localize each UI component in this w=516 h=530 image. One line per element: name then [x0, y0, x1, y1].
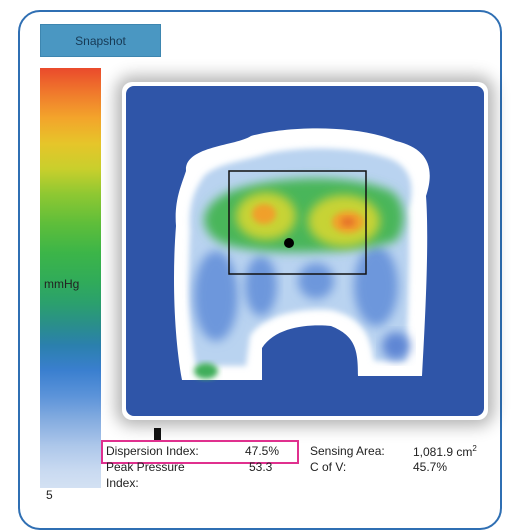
sensing-area-label: Sensing Area:	[310, 444, 385, 458]
dispersion-index-value: 47.5%	[245, 444, 280, 458]
pressure-map	[126, 86, 484, 416]
sensor-connector	[154, 428, 161, 442]
center-of-pressure-marker	[284, 238, 294, 248]
snapshot-button-label: Snapshot	[75, 33, 126, 48]
c-of-v-label: C of V:	[310, 460, 347, 474]
sensing-area-value: 1,081.9 cm2	[413, 444, 477, 459]
snapshot-button[interactable]: Snapshot	[40, 24, 161, 57]
color-scale-bar	[40, 68, 101, 488]
peak-pressure-label-line1: Peak Pressure	[106, 460, 185, 474]
peak-pressure-value: 53.3	[249, 460, 273, 474]
dispersion-index-highlight	[101, 440, 299, 464]
pressure-map-heatmap	[174, 128, 430, 380]
scale-min-label: 5	[46, 488, 53, 502]
roi-rectangle	[228, 170, 367, 275]
dispersion-index-label: Dispersion Index:	[106, 444, 199, 458]
c-of-v-value: 45.7%	[413, 460, 448, 474]
peak-pressure-label-line2: Index:	[106, 476, 139, 490]
scale-unit-label: mmHg	[44, 277, 80, 291]
